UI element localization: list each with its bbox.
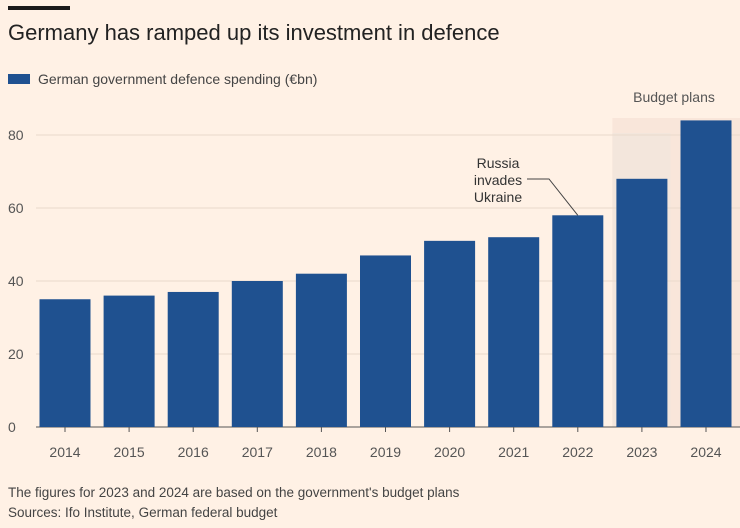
y-tick-label: 0: [8, 419, 16, 435]
x-tick-label: 2014: [49, 444, 80, 460]
x-tick-label: 2015: [114, 444, 145, 460]
bar-2024: [680, 120, 732, 428]
x-tick-label: 2017: [242, 444, 273, 460]
footnote: The figures for 2023 and 2024 are based …: [8, 485, 460, 500]
annotation-leader: [527, 178, 579, 216]
bar-2017: [231, 281, 283, 427]
bar-2019: [360, 255, 411, 427]
bar-2023: [616, 178, 668, 427]
legend: German government defence spending (€bn): [8, 71, 317, 87]
bar-2022: [552, 215, 604, 427]
sources: Sources: Ifo Institute, German federal b…: [8, 505, 278, 520]
y-tick-label: 40: [8, 273, 24, 289]
bar-2014: [39, 299, 91, 427]
x-tick-label: 2024: [690, 444, 721, 460]
x-tick-label: 2022: [562, 444, 593, 460]
legend-label: German government defence spending (€bn): [38, 71, 318, 87]
y-tick-label: 60: [8, 200, 24, 216]
legend-swatch: [8, 74, 30, 84]
annotation-text: Russia: [477, 155, 520, 171]
annotation-text: invades: [474, 172, 522, 188]
annotation-text: Ukraine: [474, 189, 522, 205]
chart-title: Germany has ramped up its investment in …: [8, 20, 500, 45]
x-tick-label: 2021: [498, 444, 529, 460]
x-tick-label: 2018: [306, 444, 337, 460]
bar-2021: [488, 237, 540, 427]
x-tick-label: 2019: [370, 444, 401, 460]
bar-2015: [103, 295, 155, 427]
x-tick-label: 2020: [434, 444, 465, 460]
bar-2016: [167, 291, 219, 427]
bar-2018: [295, 273, 347, 427]
brand-bar: [8, 6, 70, 10]
x-tick-label: 2023: [626, 444, 657, 460]
y-tick-label: 20: [8, 346, 24, 362]
budget-plans-label: Budget plans: [633, 89, 715, 105]
bar-2020: [424, 240, 476, 427]
x-tick-label: 2016: [178, 444, 209, 460]
y-tick-label: 80: [8, 127, 24, 143]
